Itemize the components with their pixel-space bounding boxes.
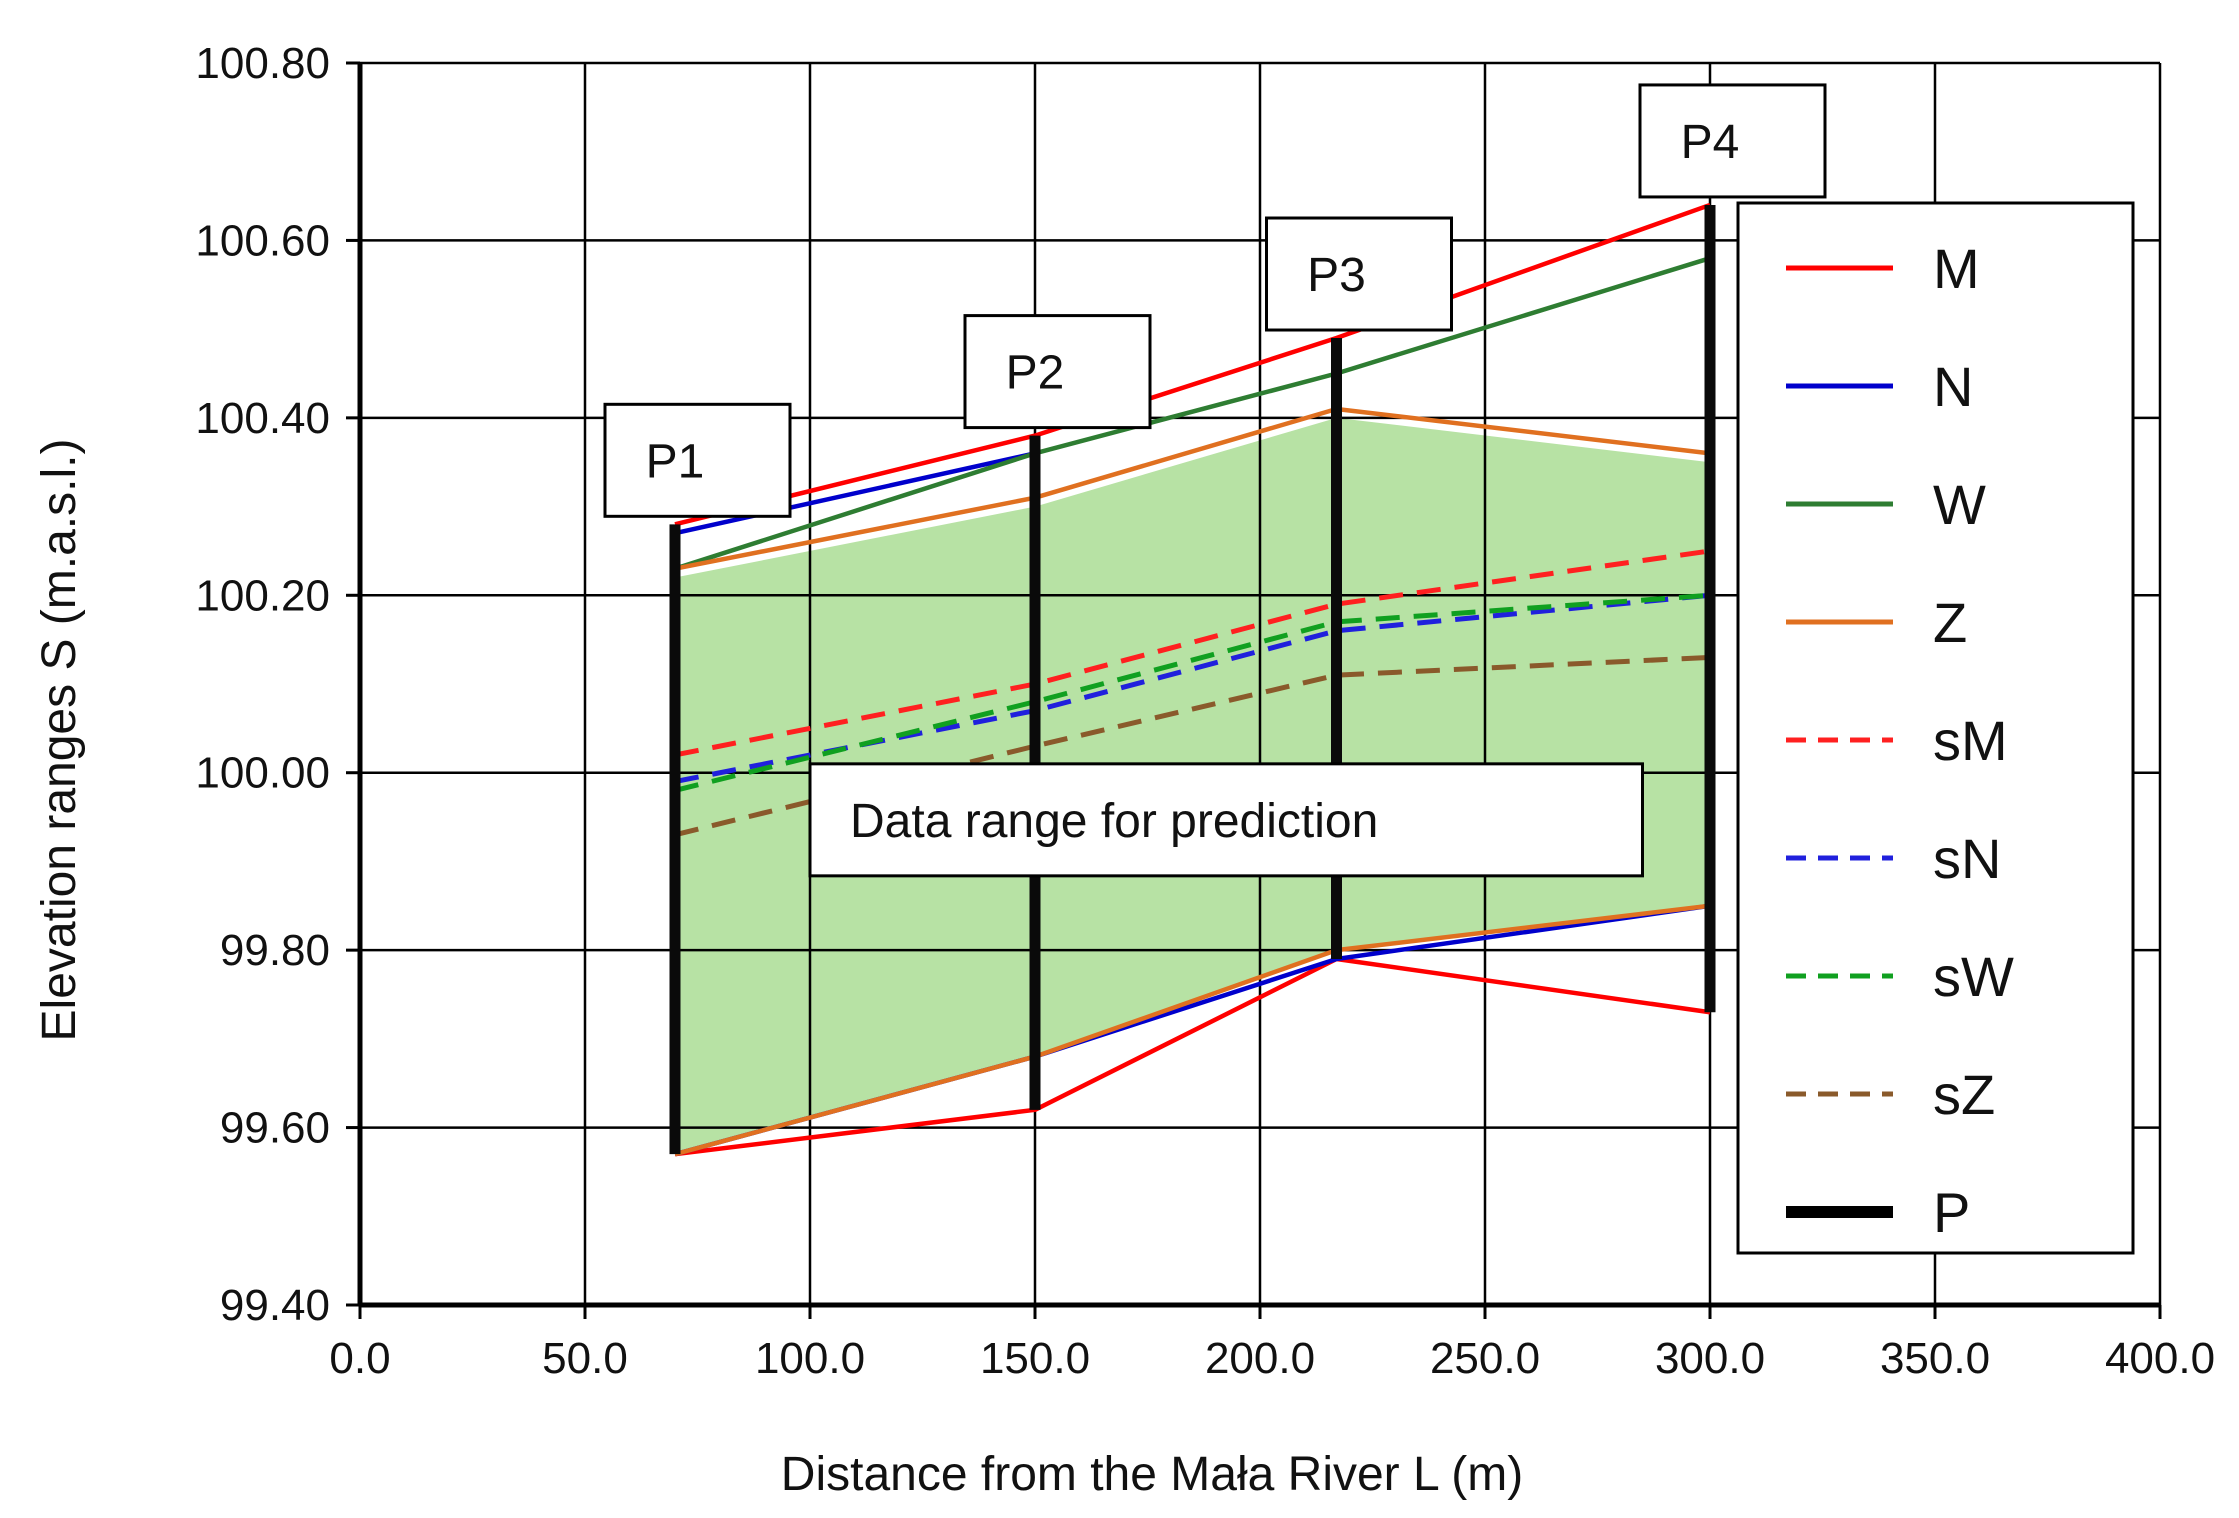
- profile-label-box-p3: [1265, 216, 1453, 332]
- legend-label-m: M: [1933, 237, 1980, 300]
- x-tick-label: 100.0: [755, 1334, 865, 1383]
- x-axis-title: Distance from the Mała River L (m): [781, 1448, 1523, 1501]
- x-tick-label: 200.0: [1205, 1334, 1315, 1383]
- x-tick-label: 350.0: [1880, 1334, 1990, 1383]
- x-tick-label: 250.0: [1430, 1334, 1540, 1383]
- x-tick-label: 0.0: [329, 1334, 390, 1383]
- y-tick-label: 100.00: [195, 749, 330, 798]
- legend-label-sw: sW: [1933, 945, 2014, 1008]
- y-tick-label: 99.40: [220, 1281, 330, 1330]
- legend-label-sn: sN: [1933, 827, 2001, 890]
- series-line-w-upper: [674, 256, 1711, 571]
- y-tick-label: 100.80: [195, 39, 330, 88]
- series-line-n-upper: [674, 451, 1036, 536]
- series-line-m-lower: [674, 956, 1711, 1157]
- x-tick-label: 150.0: [980, 1334, 1090, 1383]
- axis-layer: 0.0 50.0 100.0 150.0 200.0 250.0 300.0 350.0 400…: [195, 39, 2215, 1383]
- x-tick-label: 50.0: [542, 1334, 628, 1383]
- y-tick-label: 100.60: [195, 216, 330, 265]
- x-tick-label: 400.0: [2105, 1334, 2215, 1383]
- x-tick-label: 300.0: [1655, 1334, 1765, 1383]
- y-tick-label: 99.60: [220, 1104, 330, 1153]
- y-tick-label: 99.80: [220, 926, 330, 975]
- profile-label-p4: P4: [1681, 116, 1740, 169]
- legend-label-z: Z: [1933, 591, 1967, 654]
- annotation-layer: P1 P2 P3 P4 Data range for prediction: [603, 83, 1827, 878]
- profile-label-box-p4: [1638, 83, 1827, 199]
- legend-label-p: P: [1933, 1181, 1970, 1244]
- legend-label-sm: sM: [1933, 709, 2008, 772]
- series-line-m-upper: [674, 202, 1711, 527]
- series-line-z-lower: [674, 903, 1711, 1157]
- legend-box: [1736, 201, 2135, 1255]
- legend-label-sz: sZ: [1933, 1063, 1995, 1126]
- profile-label-p3: P3: [1307, 249, 1366, 302]
- profile-label-p1: P1: [646, 435, 705, 488]
- profile-label-box-p2: [963, 314, 1152, 430]
- y-tick-label: 100.20: [195, 571, 330, 620]
- data-range-label: Data range for prediction: [850, 795, 1378, 848]
- profile-label-box-p1: [603, 402, 792, 518]
- profile-label-p2: P2: [1006, 347, 1065, 400]
- series-layer: [674, 202, 1711, 1157]
- y-axis-title: Elevation ranges S (m.a.s.l.): [33, 439, 86, 1042]
- legend-label-w: W: [1933, 473, 1986, 536]
- y-tick-label: 100.40: [195, 394, 330, 443]
- data-range-label-box: [808, 762, 1644, 878]
- legend-label-n: N: [1933, 355, 1973, 418]
- series-line-z-upper: [674, 406, 1711, 571]
